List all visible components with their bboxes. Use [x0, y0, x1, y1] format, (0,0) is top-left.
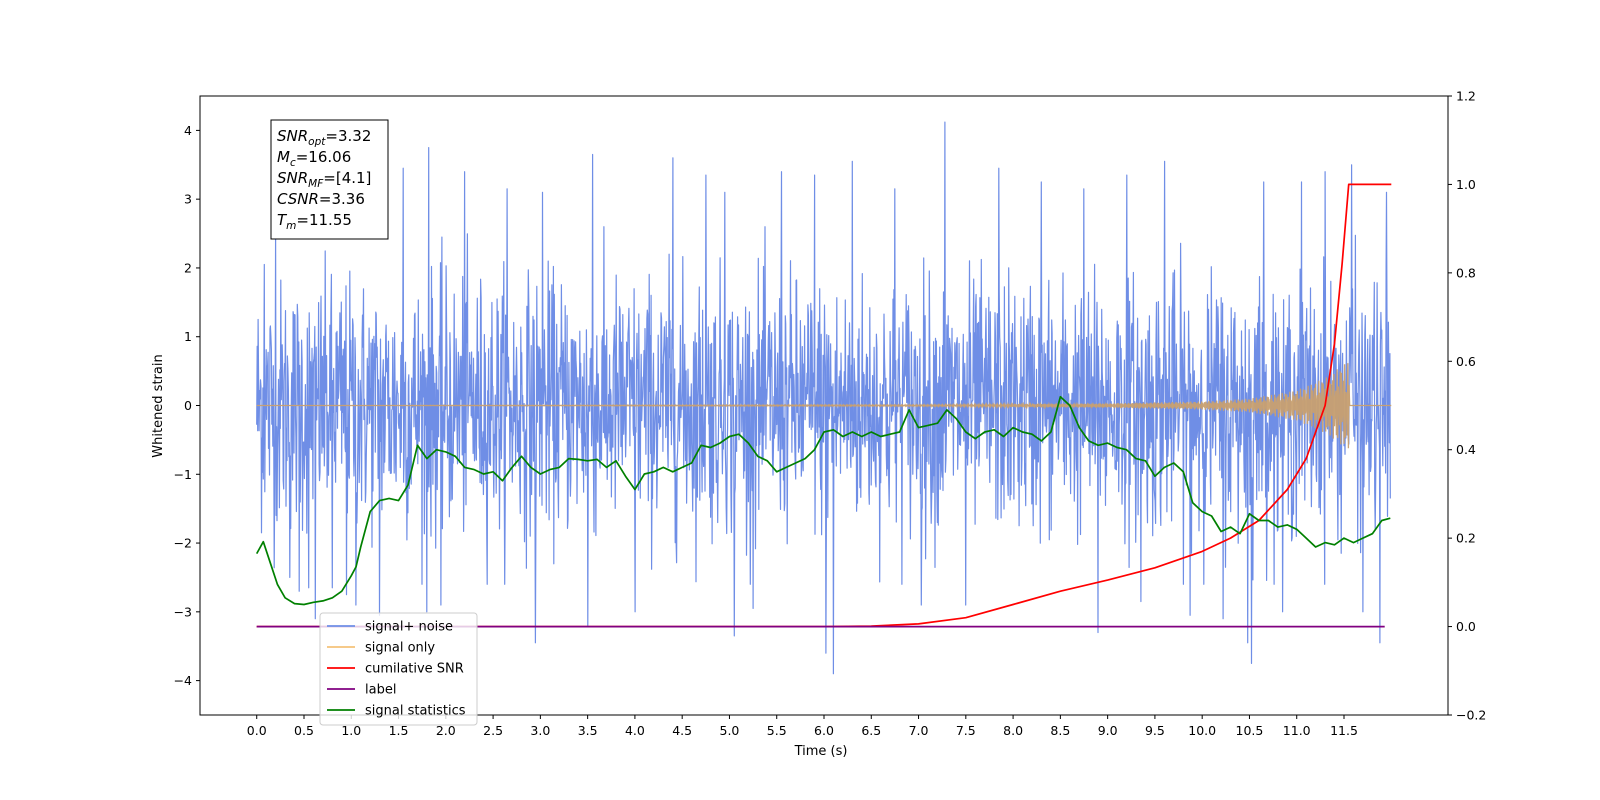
series-signal-only — [256, 363, 1392, 449]
y-left-tick-label: 1 — [184, 329, 192, 344]
x-tick-label: 4.0 — [625, 723, 645, 738]
annotation-value: =3.32 — [325, 127, 371, 145]
x-tick-label: 0.5 — [294, 723, 314, 738]
x-tick-label: 7.0 — [909, 723, 929, 738]
y-left-tick-label: −2 — [174, 536, 192, 551]
y-right-tick-label: −0.2 — [1456, 708, 1486, 723]
series-signal-noise — [256, 121, 1391, 675]
y-left-tick-label: 0 — [184, 398, 192, 413]
x-tick-label: 1.5 — [389, 723, 409, 738]
annotation-line: Tm=11.55 — [277, 211, 352, 232]
annotation-symbol: M — [277, 148, 290, 166]
y-left-tick-label: 4 — [184, 123, 192, 138]
series-signal-statistics — [255, 395, 1391, 606]
y-axis-left-ticks: 4 3 2 1 0 −1 −2 −3 −4 — [174, 123, 200, 688]
x-axis-ticks: 0.0 0.5 1.0 1.5 2.0 2.5 3.0 3.5 4.0 4.5 5.0 5.5 6.0 6… — [247, 715, 1358, 738]
annotation-value: =16.06 — [296, 148, 352, 166]
annotation-subscript: m — [286, 220, 296, 232]
legend-label: signal statistics — [365, 704, 466, 719]
annotation-line: Mc=16.06 — [277, 148, 351, 169]
x-tick-label: 10.5 — [1236, 723, 1264, 738]
x-tick-label: 2.0 — [436, 723, 456, 738]
x-tick-label: 10.0 — [1188, 723, 1216, 738]
annotation-symbol: T — [277, 211, 288, 229]
annotation-value: =3.36 — [319, 190, 365, 208]
x-tick-label: 3.5 — [578, 723, 598, 738]
x-tick-label: 9.5 — [1145, 723, 1165, 738]
x-tick-label: 5.5 — [767, 723, 787, 738]
series-cumilative-snr — [256, 183, 1392, 628]
x-tick-label: 11.0 — [1283, 723, 1311, 738]
legend-label: label — [365, 683, 396, 698]
y-right-tick-label: 0.0 — [1456, 619, 1476, 634]
y-left-tick-label: −4 — [174, 673, 192, 688]
y-right-tick-label: 0.8 — [1456, 265, 1476, 280]
x-tick-label: 2.5 — [483, 723, 503, 738]
x-tick-label: 8.0 — [1003, 723, 1023, 738]
y-right-tick-label: 0.4 — [1456, 442, 1476, 457]
y-left-tick-label: −1 — [174, 467, 192, 482]
x-tick-label: 1.0 — [341, 723, 361, 738]
annotation-symbol: SNR — [277, 169, 308, 187]
annotation-symbol: SNR — [277, 127, 308, 145]
annotation-line: SNRopt=3.32 — [277, 127, 371, 148]
annotation-value: =11.55 — [296, 211, 352, 229]
legend-frame — [319, 612, 478, 726]
annotation-line: SNRMF=[4.1] — [277, 169, 371, 190]
annotation-subscript: c — [290, 157, 296, 169]
y-axis-label: Whitened strain — [151, 354, 166, 457]
annotation-line: CSNR=3.36 — [277, 190, 365, 208]
x-tick-label: 3.0 — [530, 723, 550, 738]
annotation-subscript: MF — [308, 178, 324, 190]
x-tick-label: 11.5 — [1330, 723, 1358, 738]
y-right-tick-label: 1.2 — [1456, 89, 1476, 104]
annotation-subscript: opt — [308, 136, 326, 148]
x-tick-label: 8.5 — [1050, 723, 1070, 738]
legend: signal+ noise signal only cumilative SNR la… — [319, 612, 478, 726]
x-tick-label: 7.5 — [956, 723, 976, 738]
y-right-tick-label: 0.6 — [1456, 354, 1476, 369]
x-tick-label: 5.0 — [720, 723, 740, 738]
y-left-tick-label: 2 — [184, 260, 192, 275]
legend-label: signal+ noise — [365, 620, 453, 635]
y-left-tick-label: −3 — [174, 604, 192, 619]
x-tick-label: 9.0 — [1098, 723, 1118, 738]
x-tick-label: 4.5 — [672, 723, 692, 738]
annotation-symbol: CSNR — [277, 190, 319, 208]
y-axis-right-ticks: 1.2 1.0 0.8 0.6 0.4 0.2 0.0 −0.2 — [1448, 89, 1486, 723]
x-tick-label: 0.0 — [247, 723, 267, 738]
x-axis-label: Time (s) — [794, 744, 848, 759]
annotation-value: =[4.1] — [323, 169, 371, 187]
x-tick-label: 6.0 — [814, 723, 834, 738]
y-left-tick-label: 3 — [184, 192, 192, 207]
annotation-box: SNRopt=3.32Mc=16.06SNRMF=[4.1]CSNR=3.36T… — [270, 119, 389, 240]
legend-label: cumilative SNR — [365, 662, 464, 677]
x-tick-label: 6.5 — [861, 723, 881, 738]
legend-label: signal only — [365, 641, 435, 656]
y-right-tick-label: 0.2 — [1456, 531, 1476, 546]
y-right-tick-label: 1.0 — [1456, 177, 1476, 192]
annotation-frame — [270, 119, 389, 240]
